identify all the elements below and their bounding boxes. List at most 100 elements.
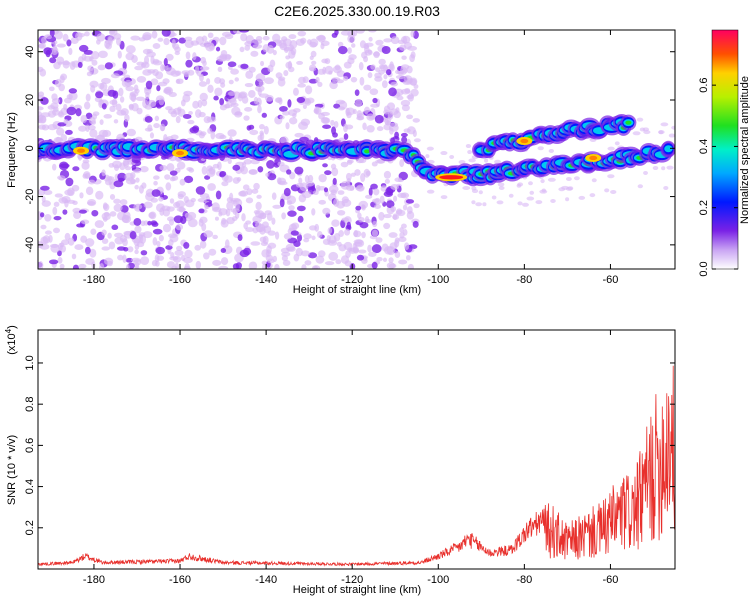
- heatmap-hotspot-core: [176, 150, 185, 156]
- heatmap-blob: [374, 197, 381, 206]
- heatmap-blob: [142, 32, 152, 41]
- heatmap-blob: [181, 70, 191, 75]
- heatmap-blob: [287, 99, 292, 108]
- heatmap-blob: [413, 84, 419, 89]
- heatmap-blob: [497, 182, 505, 187]
- heatmap-blob: [257, 87, 262, 96]
- heatmap-blob: [406, 206, 413, 215]
- heatmap-blob: [85, 258, 95, 265]
- heatmap-blob: [289, 117, 298, 125]
- heatmap-blob: [468, 158, 476, 163]
- heatmap-blob: [263, 125, 269, 135]
- heatmap-blob: [293, 253, 300, 262]
- heatmap-blob: [262, 235, 269, 245]
- heatmap-blob: [109, 193, 116, 200]
- heatmap-blob: [229, 192, 234, 202]
- heatmap-blob: [124, 166, 132, 171]
- heatmap-blob: [85, 93, 91, 102]
- heatmap-blob: [482, 202, 487, 207]
- heatmap-blob: [95, 91, 104, 99]
- heatmap-blob: [183, 257, 193, 264]
- heatmap-blob: [320, 117, 330, 124]
- heatmap-blob: [185, 59, 193, 68]
- heatmap-blob: [288, 34, 297, 40]
- heatmap-blob: [215, 190, 222, 200]
- heatmap-blob: [425, 154, 430, 159]
- heatmap-blob: [263, 225, 272, 234]
- heatmap-blob: [53, 62, 61, 70]
- x-tick-label: -80: [516, 574, 532, 586]
- heatmap-blob: [390, 122, 399, 128]
- heatmap-blob: [242, 184, 250, 191]
- heatmap-blob: [183, 175, 194, 184]
- heatmap-blob: [410, 30, 415, 38]
- heatmap-blob: [241, 95, 249, 104]
- heatmap-blob: [378, 211, 385, 221]
- heatmap-blob: [101, 212, 111, 221]
- x-tick-label: -140: [255, 574, 277, 586]
- heatmap-blob: [172, 255, 182, 263]
- heatmap-blob: [117, 50, 122, 59]
- heatmap-blob: [134, 184, 139, 190]
- heatmap-blob: [57, 256, 63, 264]
- heatmap-blob: [210, 130, 216, 140]
- heatmap-blob: [98, 82, 105, 90]
- heatmap-blob: [383, 213, 392, 219]
- heatmap-blob: [343, 133, 349, 140]
- heatmap-blob: [370, 64, 376, 70]
- heatmap-blob: [124, 114, 130, 122]
- heatmap-blob: [165, 182, 172, 191]
- heatmap-blob: [390, 205, 397, 213]
- heatmap-blob: [43, 189, 53, 196]
- heatmap-blob: [313, 106, 320, 115]
- heatmap-blob: [75, 108, 82, 117]
- heatmap-blob: [344, 260, 352, 267]
- heatmap-blob: [334, 30, 339, 36]
- heatmap-blob: [387, 102, 396, 111]
- heatmap-blob: [52, 44, 57, 53]
- heatmap-blob: [162, 223, 172, 233]
- heatmap-blob: [53, 136, 64, 143]
- heatmap-blob: [143, 220, 149, 226]
- heatmap-blob: [53, 216, 62, 221]
- heatmap-blob: [296, 60, 304, 65]
- colorbar-tick-label: 0.6: [698, 78, 710, 93]
- heatmap-blob: [49, 86, 55, 92]
- heatmap-hotspot-core: [439, 175, 464, 180]
- heatmap-blob: [352, 108, 357, 115]
- heatmap-blob: [498, 185, 505, 190]
- heatmap-blob: [130, 257, 141, 263]
- heatmap-blob: [363, 55, 369, 63]
- heatmap-blob: [87, 179, 96, 185]
- heatmap-blob: [72, 166, 80, 172]
- heatmap-blob: [401, 223, 407, 229]
- x-tick-label: -60: [602, 274, 618, 286]
- heatmap-blob: [152, 237, 158, 246]
- heatmap-blob: [255, 201, 262, 211]
- heatmap-blob: [252, 44, 263, 49]
- heatmap-blob: [271, 217, 276, 225]
- heatmap-blob: [171, 175, 179, 181]
- heatmap-blob: [578, 195, 586, 200]
- heatmap-blob: [381, 80, 388, 89]
- heatmap-blob: [203, 40, 210, 49]
- heatmap-blob: [192, 100, 200, 109]
- heatmap-blob: [217, 161, 222, 171]
- heatmap-blob: [214, 87, 223, 97]
- heatmap-blob: [261, 249, 270, 258]
- heatmap-blob: [187, 119, 195, 125]
- heatmap-blob: [74, 244, 84, 251]
- heatmap-blob: [347, 47, 352, 54]
- heatmap-blob: [394, 239, 400, 248]
- heatmap-blob: [130, 172, 136, 179]
- heatmap-blob: [354, 89, 360, 97]
- heatmap-blob: [101, 238, 109, 244]
- heatmap-blob: [178, 206, 185, 213]
- heatmap-blob: [341, 217, 350, 222]
- heatmap-blob: [282, 38, 292, 47]
- y-tick-label: 0: [24, 145, 36, 151]
- heatmap-blob: [179, 178, 186, 186]
- heatmap-blob: [400, 88, 411, 95]
- heatmap-blob: [375, 39, 384, 46]
- heatmap-blob: [361, 204, 366, 210]
